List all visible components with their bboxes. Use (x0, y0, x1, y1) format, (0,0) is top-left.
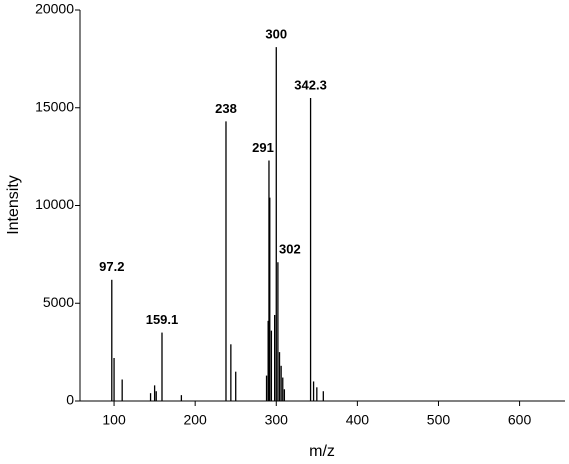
y-tick-label: 20000 (35, 1, 74, 17)
x-tick-label: 400 (346, 412, 370, 428)
peak-label: 300 (265, 27, 287, 42)
y-tick-label: 0 (66, 392, 74, 408)
peak-label: 291 (252, 140, 274, 155)
peak-label: 342.3 (294, 77, 327, 92)
peak-label: 302 (279, 242, 301, 257)
x-tick-label: 500 (427, 412, 451, 428)
y-tick-label: 10000 (35, 196, 74, 212)
x-tick-label: 300 (265, 412, 289, 428)
x-axis-title: m/z (309, 443, 335, 460)
peak-label: 159.1 (146, 312, 179, 327)
y-tick-label: 5000 (43, 294, 74, 310)
x-tick-label: 600 (508, 412, 532, 428)
y-axis-title: Intensity (5, 175, 22, 235)
x-tick-label: 200 (183, 412, 207, 428)
y-tick-label: 15000 (35, 98, 74, 114)
x-tick-label: 100 (102, 412, 126, 428)
peak-label: 238 (215, 101, 237, 116)
peak-label: 97.2 (99, 259, 124, 274)
